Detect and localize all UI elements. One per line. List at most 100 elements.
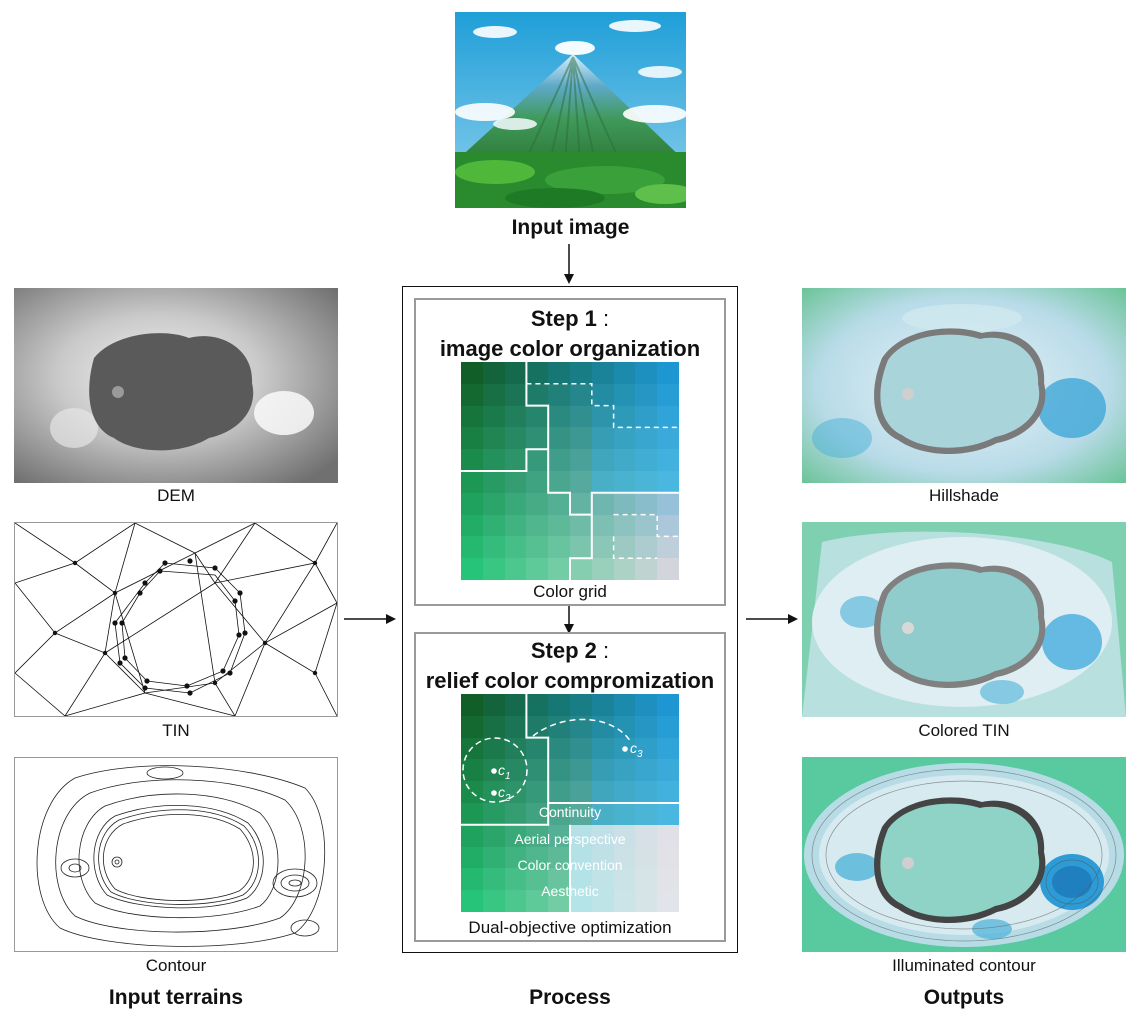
grid-cell (504, 362, 527, 384)
grid-cell (548, 868, 570, 891)
grid-cell (504, 514, 527, 537)
grid-cell (482, 846, 505, 869)
grid-cell (591, 737, 614, 760)
input-image-painting (455, 12, 686, 208)
grid-cell (548, 514, 570, 537)
grid-cell (504, 694, 527, 716)
grid-cell (482, 405, 505, 428)
grid-cell (613, 470, 636, 493)
grid-cell (504, 737, 527, 760)
grid-cell (657, 890, 679, 912)
grid-cell (657, 868, 679, 891)
grid-cell (526, 558, 549, 580)
dem-label: DEM (157, 486, 195, 505)
grid-cell (526, 890, 549, 912)
grid-cell (526, 405, 549, 428)
grid-cell (635, 492, 658, 515)
step1-title: Step 1 : (416, 306, 724, 332)
constraint-color-convention: Color convention (517, 857, 623, 873)
grid-cell (482, 715, 505, 738)
grid-cell (548, 492, 570, 515)
point-c3: c3 (630, 740, 643, 760)
color-grid (461, 362, 679, 580)
grid-cell (461, 514, 483, 537)
grid-cell (504, 449, 527, 471)
grid-cell (635, 470, 658, 493)
grid-cell (461, 405, 483, 428)
grid-cell (591, 470, 614, 493)
grid-cell (635, 694, 658, 716)
hillshade-label: Hillshade (929, 486, 999, 505)
grid-cell (569, 558, 592, 580)
point-c1-sub: 1 (505, 770, 511, 782)
grid-cell (613, 781, 636, 803)
constraint-aesthetic: Aesthetic (541, 883, 599, 899)
grid-cell (461, 558, 483, 580)
grid-cell (482, 868, 505, 891)
grid-cell (569, 427, 592, 450)
grid-cell (461, 536, 483, 559)
grid-cell (526, 759, 549, 782)
grid-cell (461, 694, 483, 716)
grid-cell (657, 694, 679, 716)
grid-cell (461, 362, 483, 384)
grid-cell (569, 470, 592, 493)
grid-cell (635, 405, 658, 428)
grid-cell (548, 558, 570, 580)
grid-cell (635, 868, 658, 891)
grid-cell (526, 427, 549, 450)
grid-cell (591, 558, 614, 580)
grid-cell (526, 514, 549, 537)
point-c1: c1 (498, 762, 511, 782)
grid-cell (482, 492, 505, 515)
constraint-aerial-perspective: Aerial perspective (514, 831, 626, 847)
grid-cell (613, 715, 636, 738)
grid-cell (482, 470, 505, 493)
grid-cell (613, 694, 636, 716)
grid-cell (504, 405, 527, 428)
grid-cell (526, 536, 549, 559)
grid-cell (504, 715, 527, 738)
grid-cell (461, 846, 483, 869)
grid-cell (569, 781, 592, 803)
dem-panel (14, 288, 338, 483)
grid-cell (504, 890, 527, 912)
grid-cell (548, 824, 570, 847)
grid-cell (526, 802, 549, 825)
grid-cell (548, 781, 570, 803)
grid-cell (657, 492, 679, 515)
grid-cell (482, 536, 505, 559)
grid-cell (591, 781, 614, 803)
arrow-right-icon (746, 614, 798, 624)
grid-cell (548, 802, 570, 825)
grid-cell (569, 737, 592, 760)
grid-cell (482, 802, 505, 825)
grid-cell (591, 715, 614, 738)
grid-cell (504, 536, 527, 559)
grid-cell (526, 362, 549, 384)
grid-cell (591, 536, 614, 559)
color-grid-optimized (461, 694, 679, 912)
grid-cell (482, 737, 505, 760)
grid-cell (461, 759, 483, 782)
step1-title-bold: Step 1 (530, 306, 597, 331)
grid-cell (591, 514, 614, 537)
grid-cell (461, 868, 483, 891)
grid-cell (635, 427, 658, 450)
grid-cell (613, 824, 636, 847)
step1-box: Step 1 : image color organization Color … (414, 298, 726, 606)
grid-cell (591, 824, 614, 847)
grid-cell (613, 514, 636, 537)
grid-cell (569, 514, 592, 537)
grid-cell (482, 694, 505, 716)
grid-cell (504, 558, 527, 580)
grid-cell (613, 362, 636, 384)
grid-cell (657, 470, 679, 493)
grid-cell (548, 737, 570, 760)
grid-cell (482, 427, 505, 450)
grid-cell (657, 427, 679, 450)
grid-cell (526, 824, 549, 847)
grid-cell (635, 737, 658, 760)
grid-cell (657, 405, 679, 428)
grid-cell (548, 449, 570, 471)
